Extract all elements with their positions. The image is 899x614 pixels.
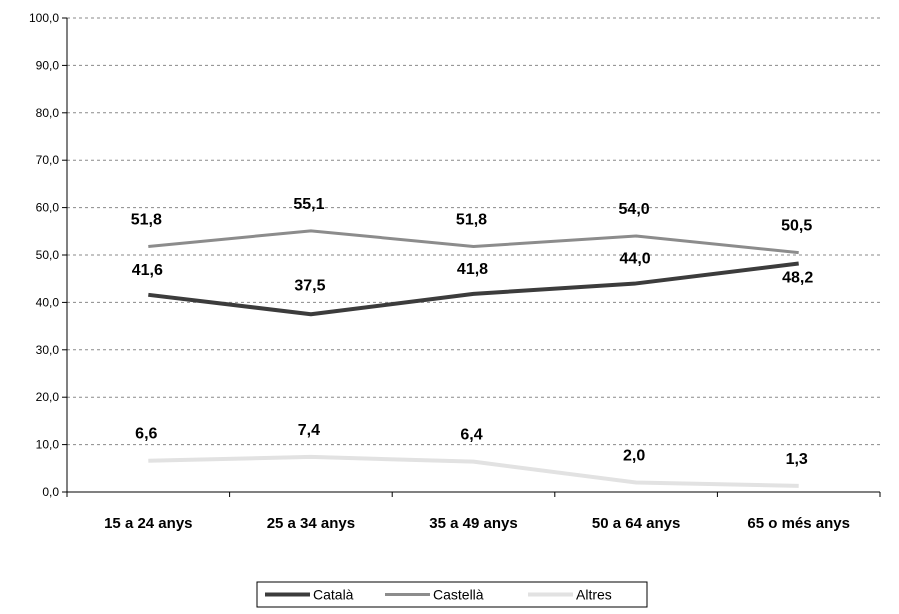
- data-label: 51,8: [456, 211, 487, 228]
- data-label: 51,8: [131, 211, 162, 228]
- data-label: 48,2: [782, 270, 813, 287]
- x-tick-label: 65 o més anys: [747, 515, 850, 532]
- legend-label: Castellà: [433, 587, 484, 603]
- data-label: 44,0: [620, 250, 651, 267]
- data-label: 54,0: [619, 201, 650, 218]
- y-tick-label: 10,0: [36, 438, 60, 452]
- y-axis-ticks: 0,0 10,0 20,0 30,0 40,0 50,0 60,0 70,0 80,0 90,0 1…: [29, 11, 67, 499]
- y-tick-label: 90,0: [36, 58, 60, 72]
- data-label: 37,5: [294, 277, 325, 294]
- data-label: 2,0: [623, 448, 645, 465]
- legend: Català Castellà Altres: [256, 581, 648, 608]
- legend-label: Català: [313, 587, 354, 603]
- x-tick-label: 25 a 34 anys: [267, 515, 355, 532]
- legend-box: [256, 581, 648, 608]
- y-tick-label: 0,0: [42, 485, 59, 499]
- data-label: 41,6: [132, 262, 163, 279]
- y-tick-label: 40,0: [36, 295, 60, 309]
- y-tick-label: 60,0: [36, 201, 60, 215]
- data-label: 41,8: [457, 261, 488, 278]
- data-label: 7,4: [298, 422, 320, 439]
- y-tick-label: 70,0: [36, 153, 60, 167]
- grid-lines: [67, 17, 880, 446]
- legend-label: Altres: [576, 587, 612, 603]
- x-axis-ticks: 15 a 24 anys 25 a 34 anys 35 a 49 anys 50 a…: [66, 492, 881, 532]
- data-label: 6,6: [135, 426, 157, 443]
- series-line-català: [148, 261, 799, 317]
- series-lines: [148, 229, 799, 488]
- y-tick-label: 80,0: [36, 106, 60, 120]
- data-label: 6,4: [460, 427, 482, 444]
- y-tick-label: 50,0: [36, 248, 60, 262]
- data-label: 1,3: [786, 451, 808, 468]
- data-labels: 51,8 55,1 51,8 54,0 50,5 41,6 37,5 41,8 44,0 48,2…: [131, 196, 814, 468]
- series-line-altres: [148, 454, 799, 488]
- y-tick-label: 30,0: [36, 343, 60, 357]
- x-tick-label: 35 a 49 anys: [429, 515, 517, 532]
- y-tick-label: 100,0: [29, 11, 59, 25]
- data-label: 55,1: [293, 196, 324, 213]
- y-tick-label: 20,0: [36, 390, 60, 404]
- data-label: 50,5: [781, 218, 812, 235]
- series-line-castellà: [148, 229, 799, 255]
- x-tick-label: 50 a 64 anys: [592, 515, 680, 532]
- x-tick-label: 15 a 24 anys: [104, 515, 192, 532]
